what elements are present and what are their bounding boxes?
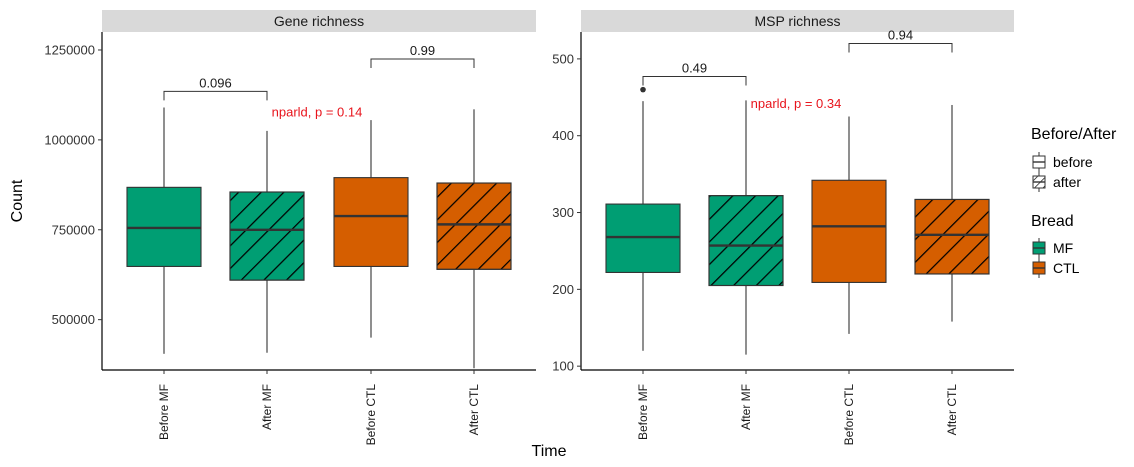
x-tick-label: Before CTL — [842, 384, 856, 446]
stat-test-label: nparld, p = 0.14 — [272, 105, 363, 120]
y-tick-label: 1250000 — [44, 42, 95, 57]
panel-strip — [102, 10, 536, 32]
bracket-p-value: 0.49 — [682, 61, 707, 76]
y-axis-title: Count — [9, 179, 26, 222]
x-axis-title: Time — [532, 443, 567, 460]
x-tick-label: After MF — [260, 384, 274, 430]
box-hatch — [708, 195, 784, 287]
y-tick-label: 100 — [552, 359, 574, 374]
legend-label: CTL — [1053, 260, 1080, 276]
bracket-p-value: 0.99 — [410, 43, 435, 58]
x-tick-label: After CTL — [467, 384, 481, 436]
y-tick-label: 400 — [552, 128, 574, 143]
box-hatch — [436, 182, 512, 270]
bracket-p-value: 0.096 — [199, 75, 232, 90]
box-hatch — [229, 191, 305, 281]
x-tick-label: After CTL — [945, 384, 959, 436]
y-tick-label: 750000 — [52, 222, 95, 237]
legend-title: Before/After — [1031, 126, 1117, 143]
outlier-point — [640, 86, 646, 93]
x-tick-label: Before MF — [636, 384, 650, 440]
y-tick-label: 500 — [552, 51, 574, 66]
box-ctl-before — [811, 179, 887, 283]
y-tick-label: 1000000 — [44, 132, 95, 147]
significance-bracket — [163, 90, 268, 101]
significance-bracket — [370, 58, 475, 68]
y-tick-label: 500000 — [52, 312, 95, 327]
x-tick-label: Before MF — [157, 384, 171, 440]
legend-label: before — [1053, 154, 1093, 170]
panel-strip — [581, 10, 1014, 32]
box-ctl-before — [333, 177, 409, 267]
stat-test-label: nparld, p = 0.34 — [751, 96, 842, 111]
y-tick-label: 200 — [552, 282, 574, 297]
legend-label: after — [1053, 174, 1081, 190]
panel-title: Gene richness — [274, 13, 364, 29]
box-hatch — [914, 198, 990, 275]
x-tick-label: After MF — [739, 384, 753, 430]
significance-bracket — [642, 76, 747, 86]
significance-bracket — [848, 43, 953, 53]
legend-title: Bread — [1031, 213, 1074, 230]
bracket-p-value: 0.94 — [888, 28, 913, 43]
panel-title: MSP richness — [754, 13, 840, 29]
x-tick-label: Before CTL — [364, 384, 378, 446]
legend-label: MF — [1053, 240, 1073, 256]
y-tick-label: 300 — [552, 205, 574, 220]
